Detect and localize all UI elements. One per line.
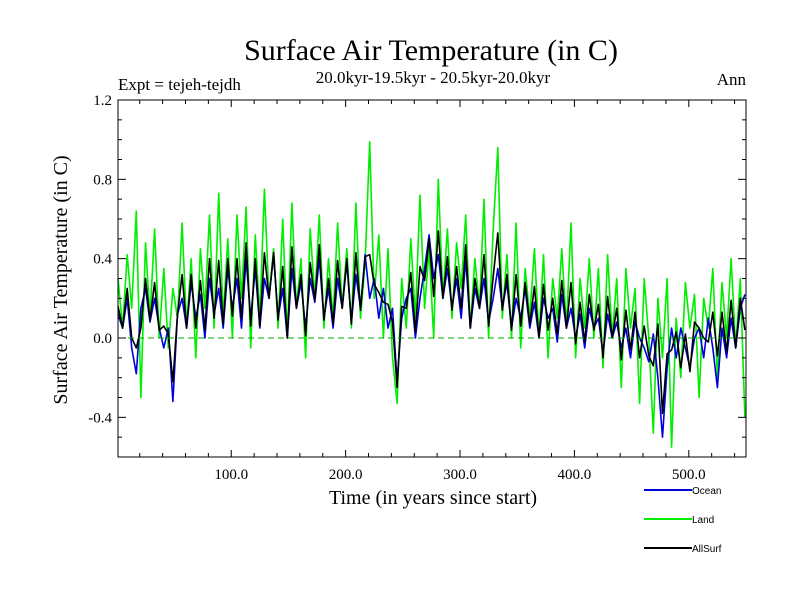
x-tick-label: 400.0 (558, 467, 592, 483)
legend-label-ocean: Ocean (692, 486, 721, 497)
legend-label-land: Land (692, 515, 714, 526)
x-tick-label: 500.0 (672, 467, 706, 483)
season-label: Ann (717, 70, 747, 89)
chart-subtitle: 20.0kyr-19.5kyr - 20.5kyr-20.0kyr (316, 68, 551, 87)
experiment-label: Expt = tejeh-tejdh (118, 75, 241, 94)
legend-label-allsurf: AllSurf (692, 544, 722, 555)
series-line-allsurf (117, 230, 746, 415)
y-tick-label: 0.0 (93, 331, 112, 347)
y-tick-label: 1.2 (93, 93, 112, 109)
series-line-land (117, 140, 746, 448)
y-axis-label: Surface Air Temperature (in C) (50, 155, 72, 404)
legend: Ocean Land AllSurf (644, 486, 722, 555)
x-tick-label: 300.0 (443, 467, 477, 483)
y-tick-label: 0.4 (93, 252, 112, 268)
chart-title: Surface Air Temperature (in C) (244, 34, 618, 67)
axis-ticks: 100.0 200.0 300.0 400.0 500.0 -0.4 0.0 0.4 0.8 1.… (88, 93, 746, 483)
y-tick-label: -0.4 (88, 410, 112, 426)
y-tick-label: 0.8 (93, 172, 112, 188)
x-tick-label: 100.0 (214, 467, 248, 483)
series-layer (117, 140, 746, 448)
x-axis-label: Time (in years since start) (329, 487, 537, 509)
x-tick-label: 200.0 (329, 467, 363, 483)
